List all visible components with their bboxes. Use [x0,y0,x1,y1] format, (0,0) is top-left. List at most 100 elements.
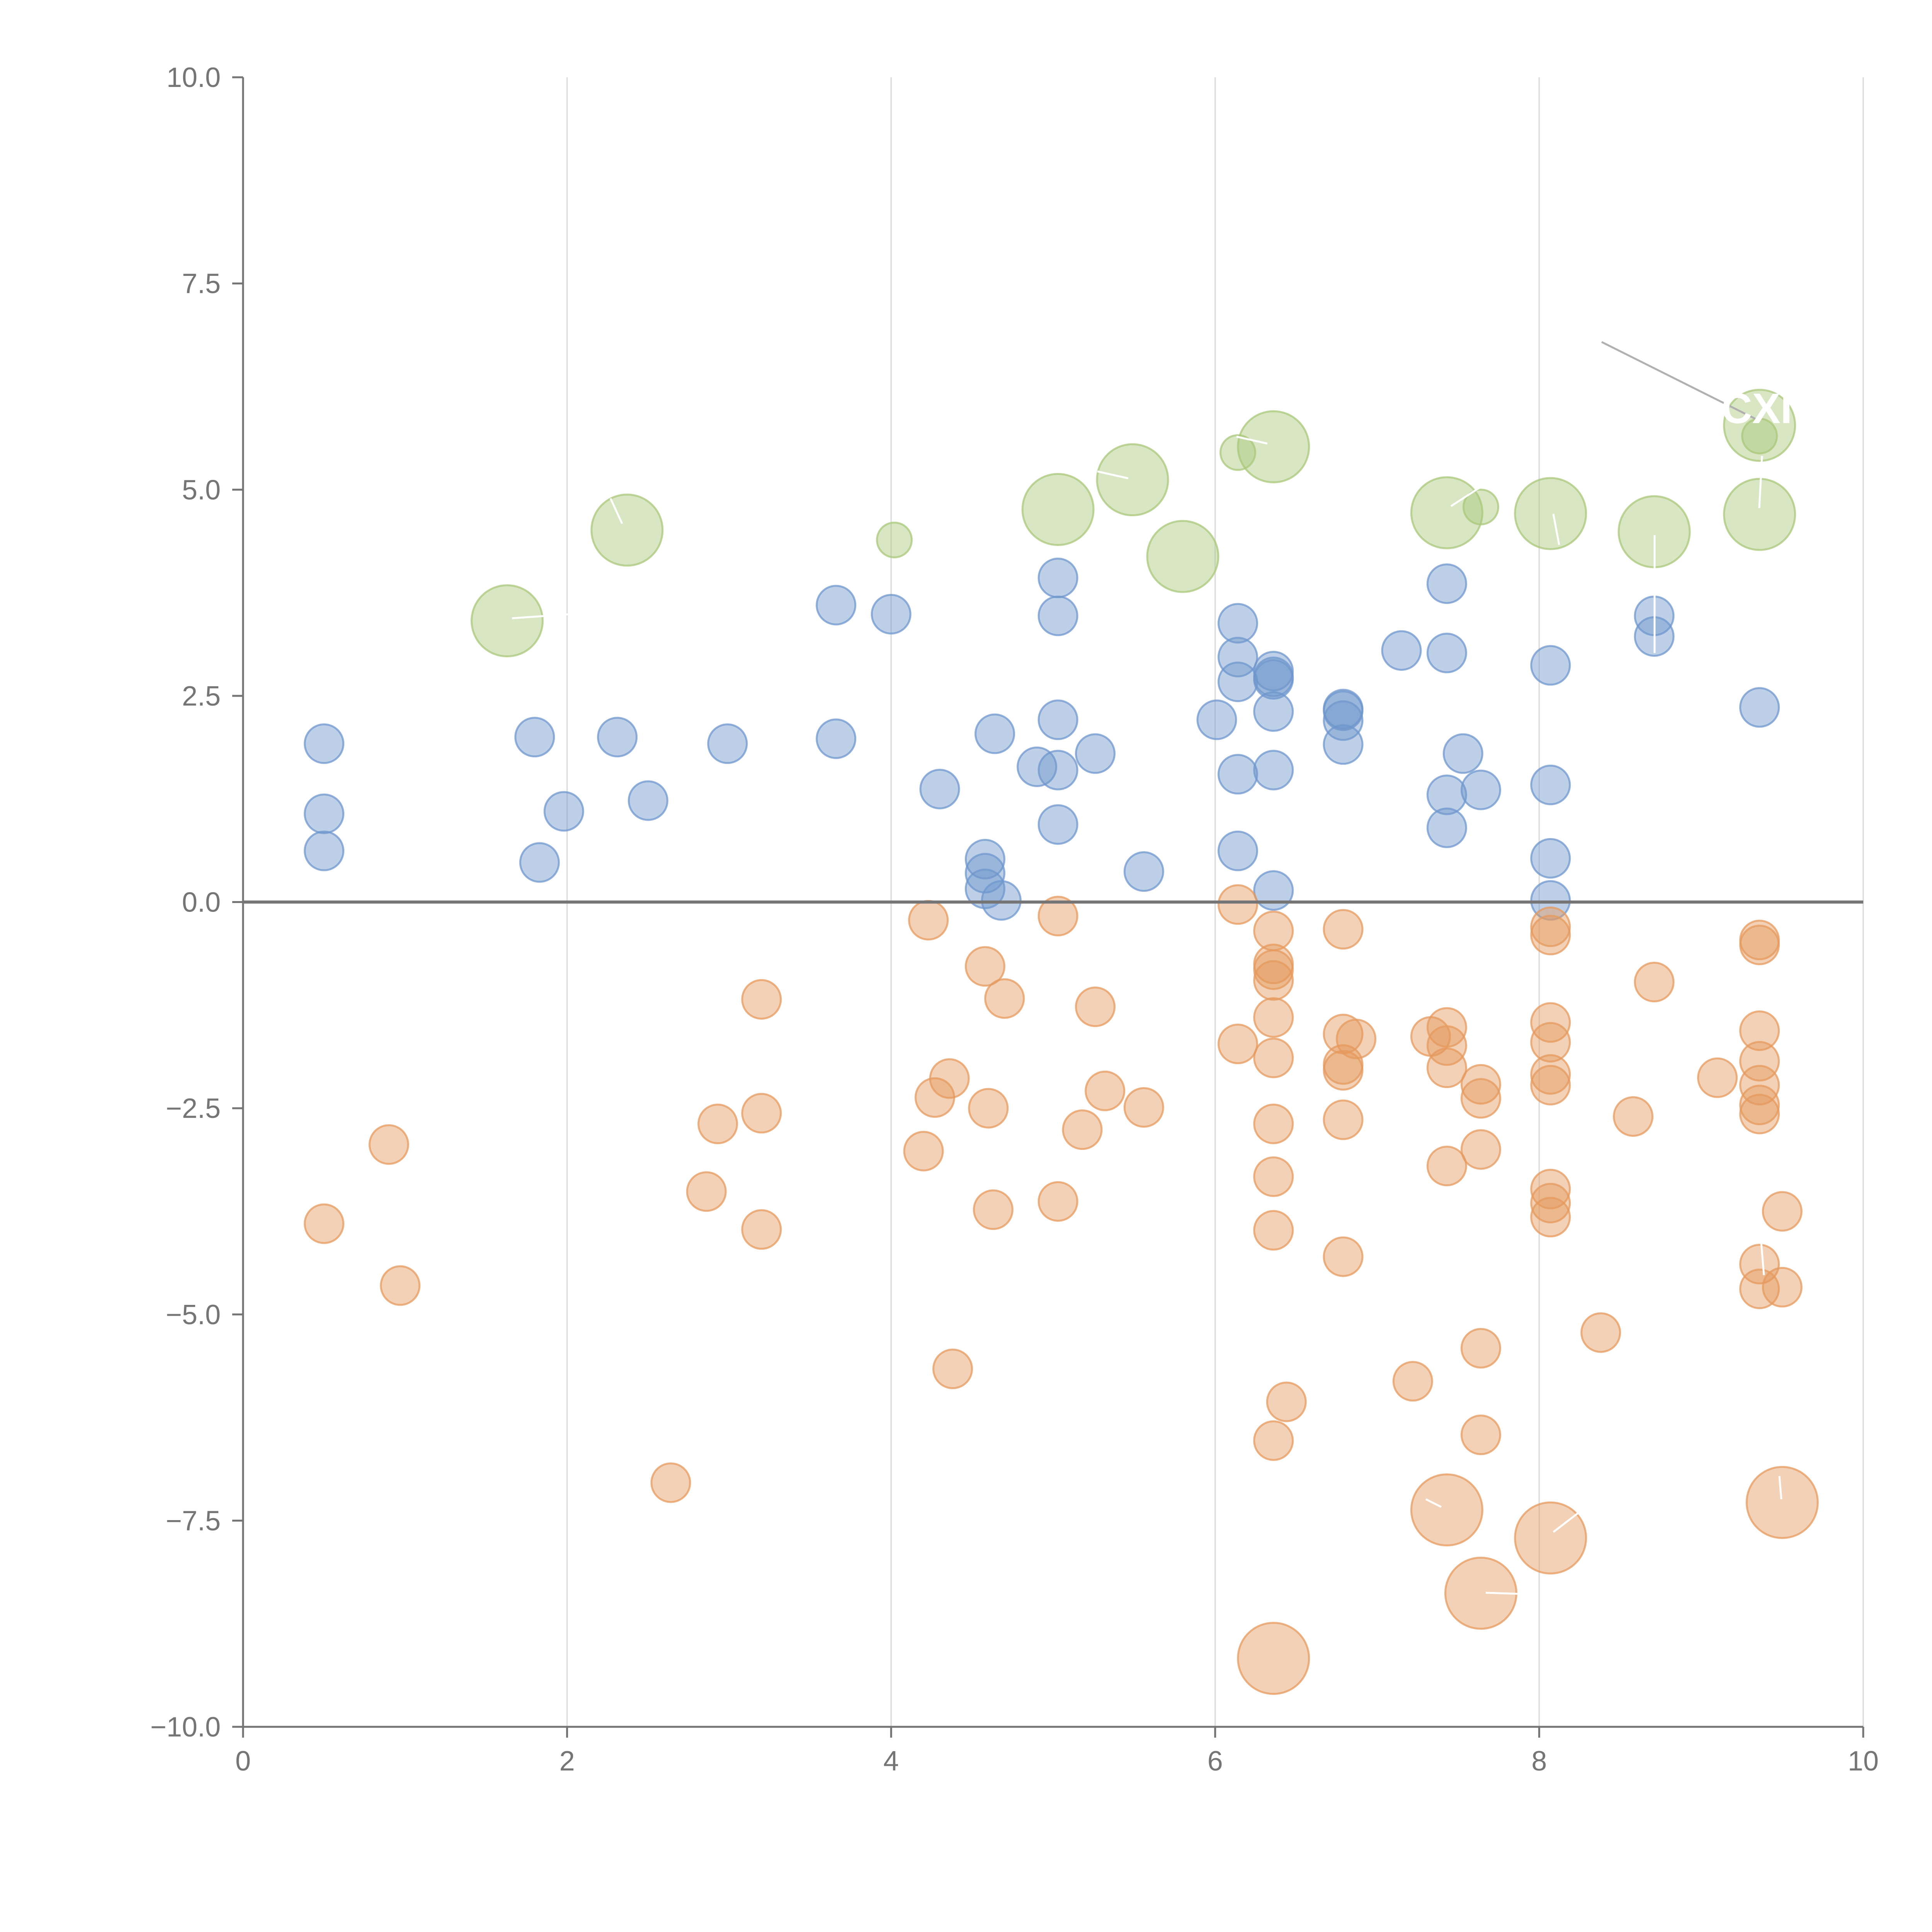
negative-point [1460,1414,1501,1455]
negative-point [1426,1025,1467,1066]
top-point [1096,443,1169,517]
data-points [304,389,1819,1695]
negative-point [1426,1146,1467,1187]
negative-point [964,946,1005,987]
y-tick-label: 0.0 [182,887,221,918]
positive-point [1460,769,1501,810]
positive-point [816,718,857,759]
negative-point [686,1171,727,1212]
negative-point [968,1088,1009,1129]
negative-point [932,1349,973,1389]
y-tick-label: −10.0 [150,1712,221,1743]
negative-point [1460,1064,1501,1105]
x-tick-label: 0 [235,1746,251,1777]
negative-point [1253,997,1294,1038]
positive-point [1739,687,1780,728]
negative-point [1530,1197,1571,1238]
negative-point [1266,1381,1307,1422]
negative-point [1037,896,1078,937]
positive-point [919,769,960,810]
positive-point [1530,838,1571,879]
positive-point [1426,774,1467,815]
negative-point [1762,1191,1803,1232]
y-tick-label: −2.5 [166,1093,221,1124]
leader-line [1236,435,1268,445]
positive-point [1323,700,1364,741]
positive-point [871,594,912,635]
negative-point [908,900,949,940]
negative-point [1745,1466,1819,1539]
negative-point [1530,1168,1571,1209]
top-point [1723,478,1796,551]
leader-line-grey [1601,341,1757,420]
top-point [1462,488,1499,526]
positive-point [1218,830,1259,871]
negative-point [368,1124,409,1165]
positive-point [1426,807,1467,848]
x-tick-label: 2 [560,1746,575,1777]
negative-point [1085,1070,1126,1111]
negative-point [1253,1037,1294,1078]
top-point [1237,410,1310,483]
negative-point [903,1131,944,1172]
negative-point [1697,1057,1738,1098]
positive-point [1530,764,1571,805]
positive-point [519,842,560,883]
negative-point [1323,1099,1364,1140]
top-point [1514,477,1587,550]
positive-point [1037,595,1078,636]
leader-line [1552,514,1560,545]
top-point [1741,418,1778,455]
negative-point [1530,915,1571,956]
positive-point [543,791,584,832]
negative-point [1460,1078,1501,1119]
negative-point [1530,1183,1571,1224]
positive-point [1381,630,1422,671]
positive-point [975,713,1015,754]
negative-point [1530,1054,1571,1095]
x-tick-label: 6 [1208,1746,1223,1777]
negative-point [741,1209,782,1250]
y-tick-label: 10.0 [167,62,221,93]
negative-point [741,979,782,1020]
positive-point [981,880,1022,921]
leader-line [512,613,568,619]
negative-point [1253,960,1294,1001]
leader-line [1097,470,1129,480]
negative-point [1530,1022,1571,1063]
negative-point [1739,1010,1780,1051]
negative-point [1426,1048,1467,1088]
negative-point [973,1189,1014,1230]
negative-point [1237,1622,1310,1695]
leader-line [1553,1512,1579,1533]
positive-point [1123,851,1164,892]
negative-point [1123,1087,1164,1128]
negative-point [1530,1065,1571,1105]
negative-point [929,1058,970,1099]
negative-point [1739,1269,1780,1310]
leader-line [1485,1592,1521,1595]
positive-point [1426,563,1467,604]
negative-point [1460,1129,1501,1170]
negative-point [1634,962,1675,1003]
y-tick-label: −7.5 [166,1505,221,1536]
negative-point [304,1203,345,1244]
positive-point [1218,603,1259,644]
y-tick-label: 5.0 [182,474,221,505]
positive-point [1037,558,1078,599]
top-point [470,584,544,658]
top-point [590,493,664,567]
negative-point [1253,1156,1294,1197]
negative-point [1323,909,1364,950]
positive-point [707,723,748,764]
positive-point [1218,662,1259,702]
positive-point [1253,870,1294,911]
y-tick-label: 2.5 [182,681,221,712]
x-tick-label: 8 [1531,1746,1547,1777]
positive-point [1037,804,1078,845]
positive-point [1218,754,1259,795]
positive-point [1037,699,1078,740]
top-point [876,521,913,558]
positive-point [1218,637,1259,678]
